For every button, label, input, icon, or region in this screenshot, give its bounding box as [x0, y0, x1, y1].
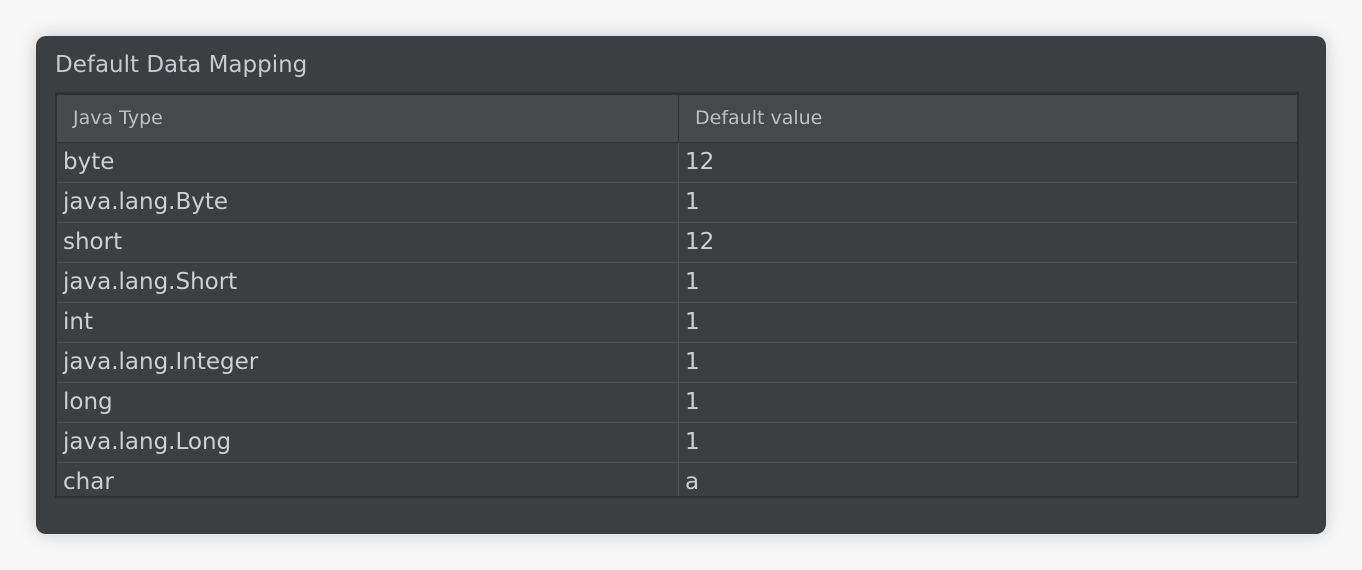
type-cell[interactable]: short	[57, 223, 679, 262]
value-cell[interactable]: 1	[685, 349, 700, 375]
type-cell[interactable]: byte	[57, 143, 679, 182]
table-row[interactable]: java.lang.Short 1	[57, 263, 1297, 303]
value-cell[interactable]: 12	[685, 149, 715, 175]
type-cell[interactable]: java.lang.Short	[57, 263, 679, 302]
table-row[interactable]: long 1	[57, 383, 1297, 423]
mapping-table: Java Type Default value byte 12 java.lang.…	[55, 92, 1299, 498]
value-cell[interactable]: 1	[685, 309, 700, 335]
value-cell[interactable]: a	[685, 469, 700, 495]
value-cell[interactable]: 12	[685, 229, 715, 255]
type-cell[interactable]: java.lang.Integer	[57, 343, 679, 382]
table-row[interactable]: char a	[57, 463, 1297, 496]
type-cell[interactable]: java.lang.Long	[57, 423, 679, 462]
value-cell[interactable]: 1	[685, 429, 700, 455]
type-cell[interactable]: long	[57, 383, 679, 422]
type-cell[interactable]: java.lang.Byte	[57, 183, 679, 222]
value-cell[interactable]: 1	[685, 189, 700, 215]
value-cell[interactable]: 1	[685, 389, 700, 415]
table-row[interactable]: byte 12	[57, 143, 1297, 183]
type-cell[interactable]: char	[57, 463, 679, 496]
table-row[interactable]: int 1	[57, 303, 1297, 343]
panel-title: Default Data Mapping	[55, 52, 308, 78]
type-cell[interactable]: int	[57, 303, 679, 342]
table-row[interactable]: java.lang.Byte 1	[57, 183, 1297, 223]
table-row[interactable]: java.lang.Long 1	[57, 423, 1297, 463]
table-row[interactable]: java.lang.Integer 1	[57, 343, 1297, 383]
column-header[interactable]: Default value	[695, 107, 823, 129]
panel: Default Data Mapping Java Type Default v…	[36, 36, 1326, 534]
column-header[interactable]: Java Type	[57, 95, 679, 142]
value-cell[interactable]: 1	[685, 269, 700, 295]
table-header: Java Type Default value	[57, 95, 1297, 143]
table-row[interactable]: short 12	[57, 223, 1297, 263]
